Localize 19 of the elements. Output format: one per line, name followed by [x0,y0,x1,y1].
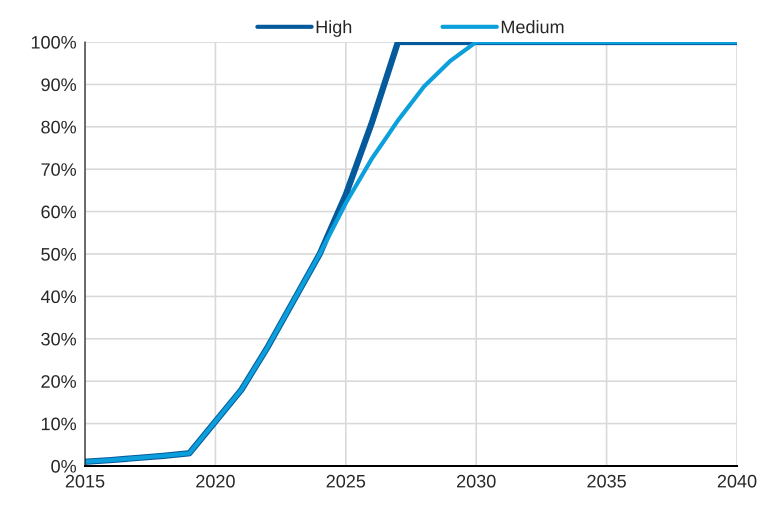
y-tick-label: 30% [41,332,76,346]
x-tick-label: 2035 [587,474,626,488]
y-tick-label: 40% [40,290,76,304]
x-tick-label: 2025 [326,474,366,488]
y-tick-label: 70% [41,163,76,176]
y-tick-label: 0% [51,460,76,473]
y-tick-label: 10% [42,418,76,430]
x-tick-label: 2015 [66,474,104,488]
y-tick-label: 50% [41,248,76,261]
y-tick-label: 100% [32,36,76,49]
y-tick-label: 90% [41,78,76,92]
x-tick-label: 2020 [196,474,235,488]
y-tick-label: 20% [41,375,76,388]
x-tick-label: 2030 [457,474,496,488]
legend-label: High [316,20,352,37]
legend-label: Medium [502,20,564,34]
x-tick-label: 2040 [718,474,756,488]
y-tick-label: 80% [41,120,76,134]
y-tick-label: 60% [41,206,76,218]
